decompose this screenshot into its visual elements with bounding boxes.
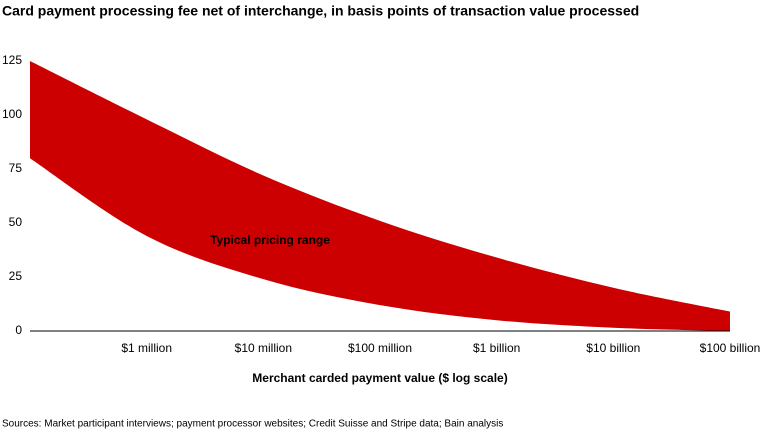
y-tick-label: 25: [9, 269, 23, 283]
x-tick-label: $1 million: [121, 341, 172, 355]
y-tick-label: 0: [15, 323, 22, 337]
x-tick-label: $10 million: [235, 341, 292, 355]
x-axis-label: Merchant carded payment value ($ log sca…: [252, 371, 507, 385]
source-note: Sources: Market participant interviews; …: [2, 419, 503, 430]
x-tick-label: $1 billion: [473, 341, 520, 355]
y-tick-label: 50: [9, 215, 23, 229]
annotation: Typical pricing range: [210, 233, 330, 247]
x-tick-label: $10 billion: [586, 341, 640, 355]
y-tick-label: 75: [9, 161, 23, 175]
range-band: [30, 61, 730, 331]
chart-title: Card payment processing fee net of inter…: [2, 3, 639, 19]
y-tick-label: 125: [2, 53, 22, 67]
x-tick-label: $100 billion: [700, 341, 761, 355]
y-tick-label: 100: [2, 107, 22, 121]
x-tick-label: $100 million: [348, 341, 412, 355]
